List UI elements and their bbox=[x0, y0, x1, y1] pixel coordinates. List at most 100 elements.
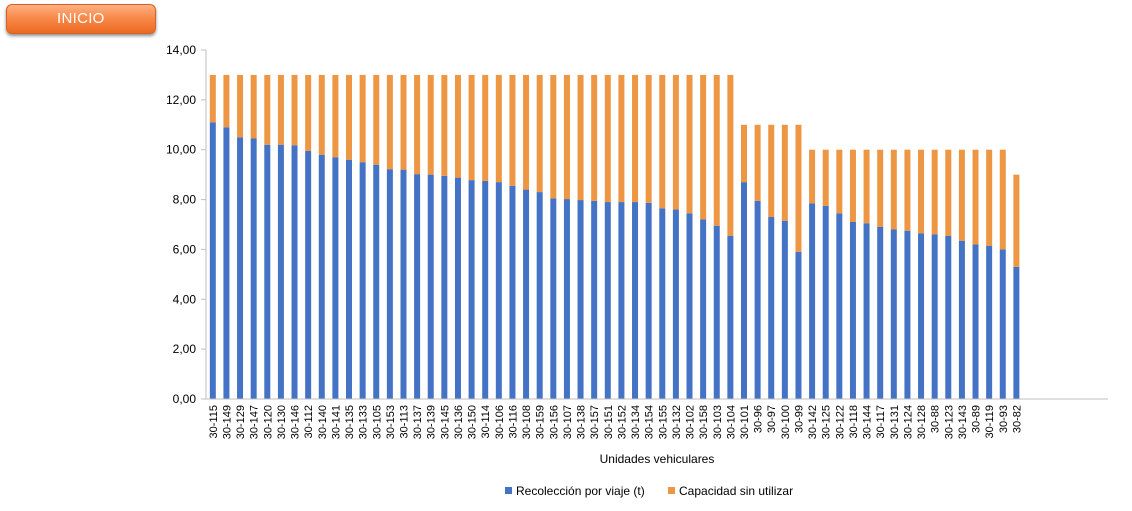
y-tick-label: 10,00 bbox=[166, 143, 196, 157]
bar-recoleccion bbox=[795, 251, 802, 399]
x-tick-label: 30-123 bbox=[943, 405, 955, 439]
bar-capacidad bbox=[277, 74, 284, 145]
bar-recoleccion bbox=[713, 225, 720, 399]
x-tick-label: 30-139 bbox=[426, 405, 438, 439]
bar-recoleccion bbox=[277, 144, 284, 399]
bar-capacidad bbox=[346, 74, 353, 160]
bar-recoleccion bbox=[972, 244, 979, 399]
x-axis-title: Unidades vehiculares bbox=[600, 452, 715, 466]
bar-recoleccion bbox=[591, 200, 598, 399]
bar-recoleccion bbox=[250, 138, 257, 399]
bar-capacidad bbox=[577, 74, 584, 201]
bar-capacidad bbox=[332, 74, 339, 158]
bar-capacidad bbox=[836, 149, 843, 214]
bar-recoleccion bbox=[318, 154, 325, 399]
x-axis: 30-115 30-149 30-129 30-147 30-120 30-130 30-1… bbox=[206, 398, 1108, 439]
bar-capacidad bbox=[400, 74, 407, 170]
bar-capacidad bbox=[754, 124, 761, 201]
bar-capacidad bbox=[645, 74, 652, 203]
bar-capacidad bbox=[359, 74, 366, 163]
bar-recoleccion bbox=[386, 169, 393, 399]
bar-recoleccion bbox=[373, 164, 380, 399]
bar-recoleccion bbox=[346, 159, 353, 399]
bar-recoleccion bbox=[305, 150, 312, 399]
bar-recoleccion bbox=[468, 180, 475, 399]
x-tick-label: 30-104 bbox=[725, 405, 737, 439]
x-tick-label: 30-159 bbox=[535, 405, 547, 439]
x-tick-label: 30-125 bbox=[821, 405, 833, 439]
x-tick-label: 30-134 bbox=[630, 405, 642, 439]
x-tick-label: 30-108 bbox=[521, 405, 533, 439]
bar-recoleccion bbox=[877, 226, 884, 399]
x-tick-label: 30-150 bbox=[467, 405, 479, 439]
x-tick-label: 30-101 bbox=[739, 405, 751, 439]
bar-capacidad bbox=[1013, 174, 1020, 267]
bar-capacidad bbox=[768, 124, 775, 218]
bar-capacidad bbox=[223, 74, 230, 128]
bar-capacidad bbox=[618, 74, 625, 203]
x-tick-label: 30-157 bbox=[589, 405, 601, 439]
bar-capacidad bbox=[454, 74, 461, 178]
bar-capacidad bbox=[373, 74, 380, 165]
x-tick-label: 30-117 bbox=[875, 405, 887, 438]
bar-recoleccion bbox=[849, 222, 856, 399]
x-tick-label: 30-153 bbox=[385, 405, 397, 439]
bar-recoleccion bbox=[209, 122, 216, 399]
x-tick-label: 30-152 bbox=[616, 405, 628, 439]
x-tick-label: 30-131 bbox=[889, 405, 901, 439]
x-tick-label: 30-142 bbox=[807, 405, 819, 439]
bar-capacidad bbox=[550, 74, 557, 199]
x-tick-label: 30-136 bbox=[453, 405, 465, 439]
bar-capacidad bbox=[700, 74, 707, 220]
x-tick-label: 30-128 bbox=[916, 405, 928, 439]
x-tick-label: 30-143 bbox=[957, 405, 969, 439]
bar-recoleccion bbox=[918, 233, 925, 399]
bar-recoleccion bbox=[482, 180, 489, 400]
x-tick-label: 30-114 bbox=[480, 405, 492, 438]
y-tick-label: 2,00 bbox=[173, 342, 197, 356]
x-tick-label: 30-122 bbox=[834, 405, 846, 439]
bar-recoleccion bbox=[945, 235, 952, 399]
x-tick-label: 30-151 bbox=[603, 405, 615, 439]
bar-recoleccion bbox=[931, 234, 938, 399]
bar-capacidad bbox=[414, 74, 421, 175]
bar-recoleccion bbox=[768, 217, 775, 399]
bars bbox=[209, 74, 1020, 400]
legend-label-capacidad: Capacidad sin utilizar bbox=[679, 484, 793, 498]
x-tick-label: 30-135 bbox=[344, 405, 356, 439]
inicio-button[interactable]: INICIO bbox=[6, 4, 156, 34]
bar-capacidad bbox=[209, 74, 216, 123]
bar-recoleccion bbox=[577, 200, 584, 399]
bar-capacidad bbox=[305, 74, 312, 151]
bar-capacidad bbox=[972, 149, 979, 245]
bar-recoleccion bbox=[359, 162, 366, 399]
bar-capacidad bbox=[509, 74, 516, 186]
x-tick-label: 30-88 bbox=[930, 405, 942, 433]
x-tick-label: 30-146 bbox=[290, 405, 302, 439]
bar-recoleccion bbox=[332, 157, 339, 399]
x-tick-label: 30-149 bbox=[221, 405, 233, 439]
bar-recoleccion bbox=[659, 208, 666, 399]
bar-capacidad bbox=[604, 74, 611, 203]
bar-capacidad bbox=[441, 74, 448, 176]
bar-capacidad bbox=[740, 124, 747, 183]
x-tick-label: 30-102 bbox=[685, 405, 697, 439]
x-tick-label: 30-89 bbox=[971, 405, 983, 433]
bar-capacidad bbox=[918, 149, 925, 234]
bar-capacidad bbox=[523, 74, 530, 190]
x-tick-label: 30-156 bbox=[548, 405, 560, 439]
x-tick-label: 30-141 bbox=[330, 405, 342, 439]
y-tick-label: 0,00 bbox=[173, 392, 197, 406]
x-tick-label: 30-96 bbox=[753, 405, 765, 433]
bar-capacidad bbox=[291, 74, 298, 146]
x-tick-label: 30-138 bbox=[576, 405, 588, 439]
bar-recoleccion bbox=[822, 205, 829, 399]
bar-capacidad bbox=[931, 149, 938, 235]
bar-capacidad bbox=[632, 74, 639, 203]
bar-capacidad bbox=[563, 74, 570, 200]
bar-capacidad bbox=[482, 74, 489, 181]
x-tick-label: 30-144 bbox=[862, 405, 874, 439]
x-tick-label: 30-129 bbox=[235, 405, 247, 439]
bar-capacidad bbox=[495, 74, 502, 183]
